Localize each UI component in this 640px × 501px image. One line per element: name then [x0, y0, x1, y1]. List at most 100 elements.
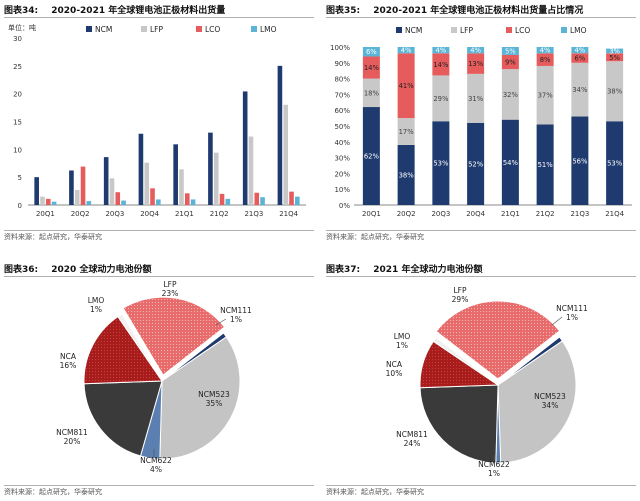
bar-lfp-21q4: [283, 104, 289, 205]
x-tick-label-21q3: 21Q3: [570, 210, 589, 218]
bar-lco-21q2: [219, 193, 225, 205]
data-label-ncm-20q2: 38%: [399, 171, 415, 179]
figure-35-title: 图表35: 2020-2021 年全球锂电池正极材料出货量占比情况: [326, 3, 583, 16]
x-tick-label-21q1: 21Q1: [175, 210, 194, 218]
legend-label-lfp: LFP: [150, 25, 163, 34]
bar-ncm-21q1: [173, 144, 178, 205]
x-tick-label-21q2: 21Q2: [210, 210, 229, 218]
data-label-lmo-20q2: 4%: [401, 47, 412, 55]
bar-lmo-21q2: [225, 198, 231, 205]
data-label-ncm-20q4: 52%: [468, 160, 484, 168]
legend-label-lfp: LFP: [460, 26, 473, 35]
bar-lmo-21q3: [571, 47, 589, 54]
bar-lmo-21q2: [536, 47, 554, 54]
y-tick-label-70pct: 70%: [334, 91, 350, 99]
bar-lco-20q1: [45, 198, 51, 205]
legend-swatch-ncm: [86, 26, 92, 32]
bar-ncm-21q3: [571, 116, 589, 205]
bar-lfp-20q3: [432, 75, 450, 122]
slice-value-label-lmo: 1%: [90, 305, 102, 314]
figure-35-panel: 图表35: 2020-2021 年全球锂电池正极材料出货量占比情况 0% 10% 2…: [326, 3, 636, 243]
data-label-lfp-20q1: 18%: [364, 89, 380, 97]
bar-ncm-20q1: [362, 107, 380, 205]
bar-ncm-20q3: [103, 157, 109, 205]
figure-34-prefix: 图表34:: [4, 6, 39, 16]
x-tick-label-20q3: 20Q3: [105, 210, 124, 218]
bar-lfp-20q1: [40, 196, 45, 205]
figure-36-source: 资料来源：起点研究，华泰研究: [4, 488, 102, 496]
y-tick-label-40pct: 40%: [334, 139, 350, 147]
x-tick-label-21q4: 21Q4: [279, 210, 298, 218]
legend-swatch-lmo: [561, 27, 567, 33]
bar-lco-21q4: [289, 191, 294, 205]
bar-lfp-20q1: [362, 78, 380, 108]
data-label-lco-21q2: 8%: [540, 56, 551, 64]
data-label-lmo-20q3: 4%: [435, 47, 446, 55]
y-tick-label-20pct: 20%: [334, 170, 350, 178]
figure-37-source-rule: [326, 485, 636, 486]
slice-name-label-ncm523: NCM523: [198, 390, 230, 399]
x-tick-label-20q2: 20Q2: [71, 210, 90, 218]
figure-37-panel: 图表37: 2021 年全球动力电池份额 NCM111 1% NCM523 34% NC…: [326, 262, 636, 498]
bar-lfp-20q4: [467, 73, 485, 123]
y-tick-label-10pct: 10%: [334, 186, 350, 194]
legend-swatch-lco: [506, 27, 512, 33]
data-label-ncm-21q1: 54%: [503, 159, 519, 167]
y-tick-label-25: 25: [13, 63, 22, 71]
y-tick-label-90pct: 90%: [334, 60, 350, 68]
data-label-lco-20q3: 14%: [433, 61, 449, 69]
leader-line-ncm111: [551, 316, 563, 326]
data-label-lmo-21q4: 3%: [609, 47, 620, 55]
bar-ncm-20q2: [69, 170, 74, 205]
data-label-lmo-20q1: 6%: [366, 48, 377, 56]
data-label-ncm-20q1: 62%: [364, 153, 380, 161]
y-tick-label-100pct: 100%: [330, 44, 350, 52]
slice-nca: [83, 315, 163, 385]
bar-ncm-20q4: [138, 133, 144, 205]
bar-lmo-21q4: [606, 48, 624, 54]
figure-34-panel: 图表34: 2020-2021 年全球锂电池正极材料出货量 单位：吨 0 5 10 15…: [4, 3, 314, 243]
figure-36-title-rule: [4, 276, 314, 277]
figure-37-source: 资料来源：起点研究，华泰研究: [326, 488, 424, 496]
bar-lfp-20q3: [109, 178, 115, 205]
legend-swatch-lfp: [141, 26, 147, 32]
bar-lfp-21q3: [571, 62, 589, 117]
data-label-ncm-21q3: 56%: [572, 157, 588, 165]
slice-ncm523: [159, 336, 241, 460]
slice-name-label-nca: NCA: [60, 352, 77, 361]
bar-lco-21q1: [184, 193, 190, 205]
slice-value-label-nca: 16%: [60, 361, 77, 370]
data-label-lco-20q4: 13%: [468, 60, 484, 68]
bar-ncm-20q2: [397, 144, 415, 205]
figure-36-source-rule: [4, 485, 314, 486]
slice-name-label-ncm622: NCM622: [140, 456, 172, 465]
bar-ncm-21q2: [536, 124, 554, 205]
y-tick-label-0pct: 0%: [339, 202, 350, 210]
bar-ncm-21q3: [242, 91, 248, 205]
slice-name-label-nca: NCA: [386, 360, 403, 369]
bar-lmo-20q3: [121, 200, 126, 205]
bar-ncm-20q1: [34, 177, 39, 205]
slice-ncm811: [419, 384, 499, 464]
bar-ncm-21q4: [606, 121, 624, 205]
slice-value-label-ncm523: 35%: [206, 399, 223, 408]
data-label-lfp-21q1: 32%: [503, 91, 519, 99]
bar-lco-21q4: [606, 53, 624, 62]
figure-37-prefix: 图表37:: [326, 265, 361, 275]
data-label-lmo-21q2: 4%: [540, 47, 551, 55]
bar-lco-21q3: [254, 192, 260, 205]
leader-line-ncm111: [215, 318, 227, 326]
x-tick-label-21q3: 21Q3: [244, 210, 263, 218]
slice-value-label-ncm622: 4%: [150, 465, 162, 474]
data-label-lfp-20q4: 31%: [468, 95, 484, 103]
slice-value-label-ncm811: 24%: [404, 439, 421, 448]
bar-lfp-20q2: [397, 118, 415, 145]
figure-36-prefix: 图表36:: [4, 265, 39, 275]
data-label-lco-20q1: 14%: [364, 64, 380, 72]
slice-value-label-ncm523: 34%: [542, 401, 559, 410]
bar-ncm-20q4: [467, 122, 485, 205]
legend-label-lco: LCO: [205, 25, 220, 34]
bar-lco-21q3: [571, 53, 589, 63]
bar-ncm-21q2: [208, 132, 213, 205]
bar-lmo-21q1: [501, 47, 519, 55]
